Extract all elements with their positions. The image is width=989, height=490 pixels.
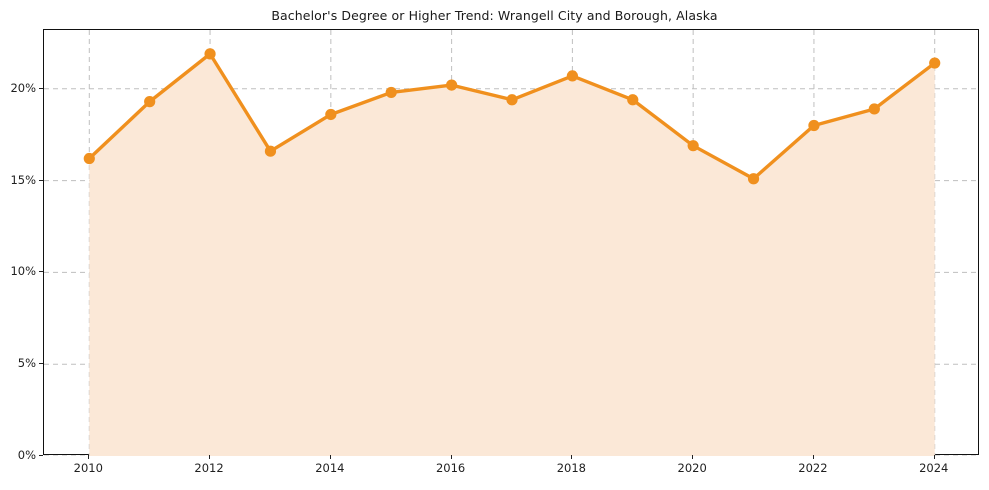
x-axis-tick-label: 2016 xyxy=(435,461,466,475)
data-point-markers: 2010: 16.2% 2011: 19.3% 2012: 21.9% 2013: 1… xyxy=(83,48,941,185)
x-axis-tick-mark xyxy=(450,455,452,459)
data-point-marker: 2014: 18.6% xyxy=(325,108,337,121)
x-axis-tick-mark xyxy=(933,455,935,459)
area-fill xyxy=(89,53,935,456)
y-axis-tick-label: 15% xyxy=(10,172,36,187)
data-point-marker: 2012: 21.9% xyxy=(204,48,216,60)
chart-title: Bachelor's Degree or Higher Trend: Wrang… xyxy=(271,8,718,23)
chart-svg: 2010: 16.2% 2011: 19.3% 2012: 21.9% 2013: 1… xyxy=(44,30,980,456)
x-axis-tick-label: 2024 xyxy=(919,461,949,475)
x-axis-tick-mark xyxy=(209,455,211,459)
x-axis-tick-mark xyxy=(88,455,90,459)
y-axis-tick-mark xyxy=(39,179,43,181)
data-point-marker: 2015: 19.8% xyxy=(385,86,397,99)
data-point-marker: 2021: 15.1% xyxy=(747,173,760,185)
data-point-marker: 2016: 20.2% xyxy=(446,79,458,91)
y-axis-tick-label: 20% xyxy=(10,80,36,95)
x-axis-tick-mark xyxy=(571,455,573,459)
y-axis-tick-label: 5% xyxy=(17,356,36,371)
x-axis-tick-mark xyxy=(812,455,814,459)
x-axis-tick-label: 2014 xyxy=(315,461,345,475)
y-axis-tick-mark xyxy=(39,363,43,365)
data-point-marker: 2017: 19.4% xyxy=(506,94,518,106)
x-axis-tick-label: 2010 xyxy=(73,461,103,475)
y-axis-tick-label: 10% xyxy=(10,264,36,279)
x-axis-tick-label: 2018 xyxy=(556,461,587,475)
y-axis-tick-label: 0% xyxy=(17,448,36,462)
data-point-marker: 2013: 16.6% xyxy=(264,145,277,157)
y-axis-tick-labels: 0% 5% 10% 15% 20% xyxy=(0,0,36,490)
y-axis-tick-mark xyxy=(39,455,43,456)
x-axis-tick-label: 2022 xyxy=(798,461,828,475)
x-axis-tick-label: 2020 xyxy=(677,461,707,475)
y-axis-tick-mark xyxy=(39,271,43,273)
data-point-marker: 2024: 21.4% xyxy=(929,57,941,69)
data-point-marker: 2022: 18% xyxy=(808,119,820,132)
x-axis-tick-mark xyxy=(329,455,331,459)
plot-area: 2010: 16.2% 2011: 19.3% 2012: 21.9% 2013: 1… xyxy=(43,29,980,456)
data-point-marker: 2011: 19.3% xyxy=(144,96,156,108)
data-point-marker: 2020: 16.9% xyxy=(687,140,699,152)
data-point-marker: 2019: 19.4% xyxy=(627,94,639,106)
x-axis-tick-label: 2012 xyxy=(194,461,224,475)
data-point-marker: 2010: 16.2% xyxy=(83,152,95,165)
y-axis-tick-mark xyxy=(39,87,43,89)
x-axis-tick-mark xyxy=(692,455,694,459)
data-point-marker: 2018: 20.7% xyxy=(566,70,578,82)
data-point-marker: 2023: 18.9% xyxy=(868,103,880,115)
